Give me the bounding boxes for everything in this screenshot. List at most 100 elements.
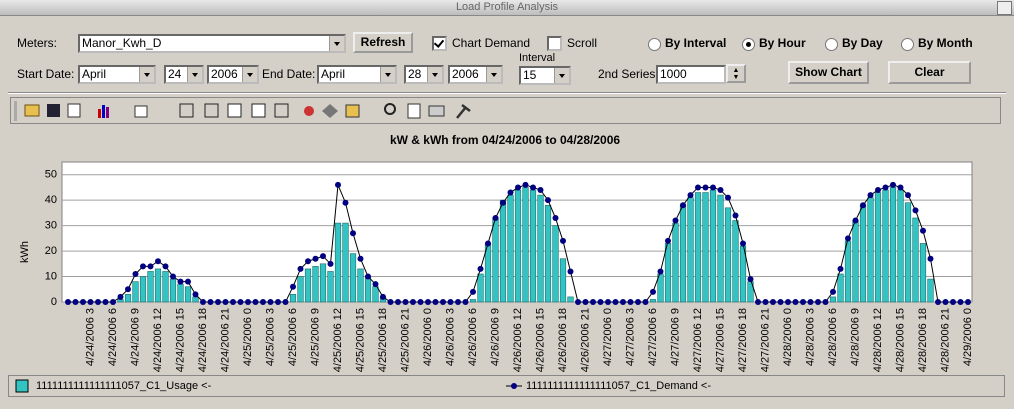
show-chart-button[interactable]: Show Chart [788,61,869,84]
bar [882,189,889,303]
save-icon[interactable] [47,104,60,117]
mode-radio[interactable] [901,38,914,51]
demand-point [432,299,439,305]
x-tick-label: 4/28/2006 18 [917,308,929,372]
start-month: April [82,67,107,81]
bar [889,187,897,303]
bar [192,296,199,303]
second-series-input[interactable]: 1000 [656,65,726,84]
color-icon[interactable] [134,105,148,118]
demand-point [830,288,836,295]
demand-point [732,212,739,219]
demand-point [117,293,124,300]
mode-radio[interactable] [825,38,838,51]
demand-point [905,192,911,199]
dropdown-arrow[interactable] [139,67,154,82]
x-tick-label: 4/26/2006 9 [489,308,501,366]
open-icon[interactable] [24,104,40,117]
dropdown-arrow[interactable] [242,67,257,82]
chart-demand-checkbox[interactable] [432,36,447,51]
demand-point [665,237,671,244]
demand-point [185,278,191,285]
legend: 1111111111111111057_C1_Usage <- 111111111… [8,375,1005,397]
demand-point [230,299,236,305]
x-tick-label: 4/26/2006 18 [557,308,569,372]
start-year-combo[interactable]: 2006 [207,65,259,84]
close-button[interactable] [997,1,1012,15]
demand-point [890,181,896,188]
chart: kW & kWh from 04/24/2006 to 04/28/2006 k… [19,133,974,372]
demand-point [515,184,521,191]
bar [507,194,514,303]
end-year-combo[interactable]: 2006 [448,65,503,84]
bar [537,194,544,303]
preview-icon[interactable] [407,103,421,119]
x-tick-label: 4/25/2006 9 [309,308,321,366]
demand-point [695,184,701,191]
scroll-checkbox[interactable] [547,36,562,51]
x-tick-label: 4/26/2006 0 [422,308,434,366]
y-tick-label: 50 [45,169,57,181]
bar [679,204,687,303]
x-tick-label: 4/24/2006 9 [129,308,141,366]
dropdown-arrow[interactable] [427,67,442,82]
copy-icon[interactable] [67,103,81,118]
bar [297,276,304,303]
demand-point [620,299,626,305]
demand-point [845,235,851,242]
refresh-button[interactable]: Refresh [353,32,413,53]
chart-type-icon[interactable] [98,105,109,118]
clear-button[interactable]: Clear [888,61,971,84]
tool-icon[interactable] [456,104,471,119]
demand-point [170,273,176,280]
chart-title: kW & kWh from 04/24/2006 to 04/28/2006 [390,133,620,147]
demand-point [312,255,319,262]
zoom-icon[interactable] [384,103,396,115]
x-tick-label: 4/25/2006 18 [377,308,389,372]
spinner[interactable]: ▲ ▼ [726,64,746,83]
demand-point [65,299,71,305]
meter-combo[interactable]: Manor_Kwh_D [78,34,346,53]
x-tick-label: 4/26/2006 21 [579,308,591,372]
x-tick-label: 4/27/2006 0 [602,308,614,366]
mode-radio[interactable] [742,38,755,51]
demand-point [950,299,956,305]
demand-point [920,227,926,234]
bar [334,222,342,303]
interval-combo[interactable]: 15 [519,66,571,85]
dropdown-arrow[interactable] [329,36,344,51]
demand-point [132,271,139,277]
shape-icon[interactable] [322,104,338,118]
demand-point [612,299,619,305]
mode-radio[interactable] [648,38,661,51]
start-day-combo[interactable]: 24 [164,65,204,84]
dropdown-arrow[interactable] [486,67,501,82]
print-icon[interactable] [428,105,445,117]
demand-point [155,258,161,265]
demand-point [95,299,101,305]
view-icon[interactable] [304,106,314,116]
end-month-combo[interactable]: April [317,65,397,84]
bar [492,217,499,303]
demand-point [102,299,109,305]
start-month-combo[interactable]: April [78,65,156,84]
demand-point [290,283,296,290]
demand-point [492,215,499,221]
dropdown-arrow[interactable] [554,68,569,83]
demand-point [747,276,754,283]
demand-point [815,299,821,305]
export-icon[interactable] [345,104,360,118]
demand-point [687,192,694,199]
end-day-combo[interactable]: 28 [404,65,444,84]
demand-point [417,299,424,305]
demand-point [305,258,311,265]
toolbar-frame [10,97,1001,124]
demand-point [875,187,881,193]
dropdown-arrow[interactable] [187,67,202,82]
bar [649,299,657,303]
dropdown-arrow[interactable] [380,67,395,82]
bar [289,294,297,303]
grid-icons[interactable] [179,103,289,118]
x-tick-label: 4/27/2006 18 [737,308,749,372]
